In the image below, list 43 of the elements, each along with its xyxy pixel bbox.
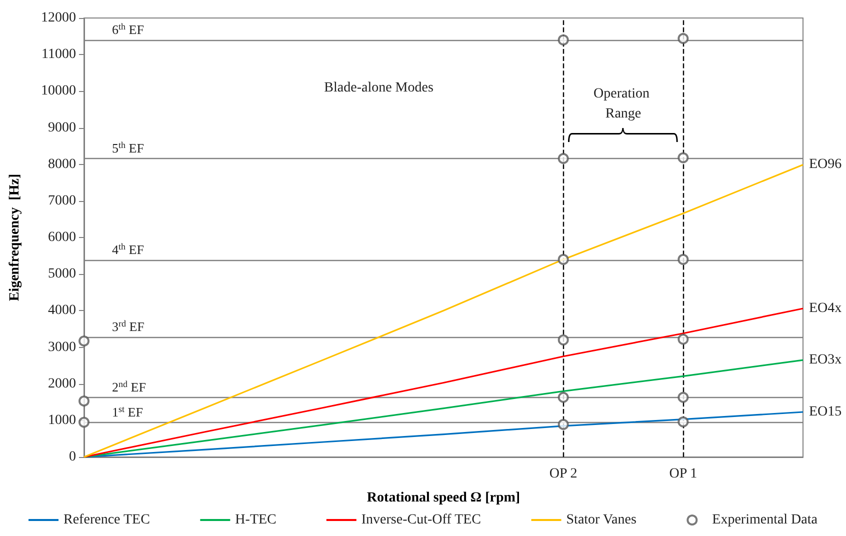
legend-label: Stator Vanes [566, 512, 636, 528]
legend-label: Inverse-Cut-Off TEC [361, 512, 482, 528]
annotation: Blade-alone Modes [324, 80, 434, 96]
y-tick-label: 6000 [48, 230, 76, 245]
legend-label: Reference TEC [64, 512, 150, 528]
point [678, 152, 689, 164]
text: EO3x [809, 352, 842, 368]
y-tick-label: 1000 [48, 412, 76, 428]
point [678, 334, 689, 345]
legend-label: Experimental Data [712, 512, 818, 528]
y-axis-title: Eigenfrequency [Hz] [8, 174, 22, 302]
annotation: Operation Range [594, 86, 653, 122]
point [558, 392, 569, 403]
point [558, 254, 569, 265]
text: EO15 [809, 404, 842, 420]
point [678, 32, 689, 44]
x-tick-label: OP 1 [669, 466, 698, 482]
text: EO96 [809, 157, 842, 172]
y-tick-label: 4000 [48, 303, 76, 318]
y-tick-label: 12000 [41, 10, 76, 26]
point [78, 416, 90, 428]
x-tick-label: OP 2 [549, 466, 578, 482]
point [558, 34, 569, 46]
point [678, 416, 689, 428]
y-tick-label: 0 [69, 450, 76, 464]
point [78, 336, 90, 347]
y-tick-label: 2000 [48, 376, 76, 392]
point [78, 396, 90, 407]
point [678, 254, 689, 265]
point [558, 334, 569, 346]
x-axis-title: Rotational speed Ω [rpm] [366, 490, 520, 506]
point [558, 152, 569, 164]
legend-label: H-TEC [235, 512, 276, 528]
y-tick-label: 9000 [48, 120, 76, 136]
text: EO4x [809, 300, 842, 316]
y-tick-label: 8000 [48, 156, 76, 172]
y-tick-label: 5000 [48, 266, 76, 282]
y-tick-label: 10000 [41, 84, 76, 99]
y-tick-label: 7000 [48, 193, 76, 208]
point [678, 392, 689, 403]
y-tick-label: 3000 [48, 340, 76, 355]
point [558, 418, 569, 430]
y-tick-label: 11000 [42, 47, 76, 62]
